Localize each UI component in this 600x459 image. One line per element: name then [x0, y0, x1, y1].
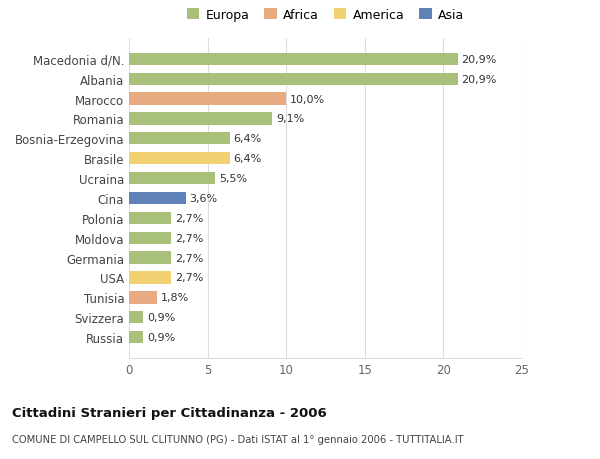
Bar — [129, 272, 172, 284]
Text: 9,1%: 9,1% — [276, 114, 304, 124]
Bar — [129, 212, 172, 224]
Text: 10,0%: 10,0% — [290, 95, 325, 104]
Text: 1,8%: 1,8% — [161, 293, 190, 302]
Bar — [129, 311, 143, 324]
Text: 20,9%: 20,9% — [461, 55, 497, 65]
Text: 6,4%: 6,4% — [233, 134, 262, 144]
Bar — [129, 153, 230, 165]
Bar — [129, 232, 172, 244]
Text: Cittadini Stranieri per Cittadinanza - 2006: Cittadini Stranieri per Cittadinanza - 2… — [12, 406, 327, 419]
Bar — [129, 73, 458, 86]
Text: COMUNE DI CAMPELLO SUL CLITUNNO (PG) - Dati ISTAT al 1° gennaio 2006 - TUTTITALI: COMUNE DI CAMPELLO SUL CLITUNNO (PG) - D… — [12, 434, 464, 444]
Text: 2,7%: 2,7% — [175, 233, 204, 243]
Bar — [129, 54, 458, 66]
Text: 2,7%: 2,7% — [175, 273, 204, 283]
Bar — [129, 291, 157, 304]
Bar — [129, 192, 185, 205]
Text: 20,9%: 20,9% — [461, 74, 497, 84]
Bar — [129, 173, 215, 185]
Bar — [129, 331, 143, 343]
Text: 3,6%: 3,6% — [190, 194, 218, 203]
Text: 6,4%: 6,4% — [233, 154, 262, 164]
Text: 2,7%: 2,7% — [175, 253, 204, 263]
Bar — [129, 252, 172, 264]
Bar — [129, 133, 230, 145]
Text: 5,5%: 5,5% — [220, 174, 248, 184]
Legend: Europa, Africa, America, Asia: Europa, Africa, America, Asia — [182, 4, 469, 27]
Text: 2,7%: 2,7% — [175, 213, 204, 224]
Bar — [129, 93, 286, 106]
Text: 0,9%: 0,9% — [147, 332, 175, 342]
Bar — [129, 113, 272, 125]
Text: 0,9%: 0,9% — [147, 313, 175, 323]
